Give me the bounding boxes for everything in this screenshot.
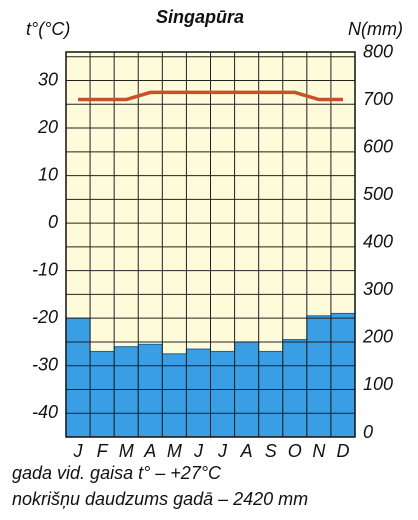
y2-tick-label: 800 bbox=[363, 42, 393, 62]
x-tick-label: D bbox=[336, 441, 349, 461]
x-tick-label: S bbox=[265, 441, 277, 461]
y2-tick-label: 100 bbox=[363, 374, 393, 394]
line bbox=[78, 90, 343, 102]
y2-tick-label: 400 bbox=[363, 232, 393, 252]
y-tick-label: 20 bbox=[37, 117, 58, 137]
bar bbox=[306, 315, 332, 438]
y-tick-label: -10 bbox=[32, 259, 58, 279]
bar bbox=[258, 350, 284, 438]
x-tick-label: J bbox=[193, 441, 204, 461]
y-axis-label: t°(°C) bbox=[26, 19, 70, 39]
x-tick-label: J bbox=[73, 441, 84, 461]
bar bbox=[137, 343, 163, 438]
bar bbox=[113, 346, 139, 438]
y2-tick-label: 600 bbox=[363, 137, 393, 157]
y2-axis-label: N(mm) bbox=[348, 19, 403, 39]
y2-tick-label: 200 bbox=[362, 327, 393, 347]
y-tick-label: 10 bbox=[38, 164, 58, 184]
note: gada vid. gaisa t° – +27°C bbox=[12, 463, 222, 483]
x-tick-label: O bbox=[288, 441, 302, 461]
y-tick-label: -40 bbox=[32, 402, 58, 422]
y-tick-label: 30 bbox=[38, 69, 58, 89]
x-tick-label: A bbox=[143, 441, 156, 461]
x-tick-label: N bbox=[312, 441, 326, 461]
x-tick-label: F bbox=[97, 441, 109, 461]
x-tick-label: J bbox=[217, 441, 228, 461]
y-tick-label: -20 bbox=[32, 307, 58, 327]
note: nokrišņu daudzums gadā – 2420 mm bbox=[12, 489, 308, 509]
bar bbox=[210, 350, 236, 438]
plot-frame bbox=[65, 51, 356, 438]
x-tick-label: M bbox=[119, 441, 134, 461]
y2-tick-label: 700 bbox=[363, 89, 393, 109]
bar bbox=[161, 353, 187, 438]
y2-tick-label: 500 bbox=[363, 184, 393, 204]
y-tick-label: -30 bbox=[32, 354, 58, 374]
y-tick-label: 0 bbox=[48, 212, 58, 232]
x-tick-label: A bbox=[240, 441, 253, 461]
bar bbox=[65, 317, 91, 438]
chart-title: Singapūra bbox=[156, 7, 244, 27]
bar bbox=[330, 312, 356, 438]
y2-tick-label: 300 bbox=[363, 279, 393, 299]
bar bbox=[282, 339, 308, 438]
x-tick-label: M bbox=[167, 441, 182, 461]
bar bbox=[185, 348, 212, 438]
bar bbox=[89, 350, 115, 438]
y2-tick-label: 0 bbox=[363, 422, 373, 442]
